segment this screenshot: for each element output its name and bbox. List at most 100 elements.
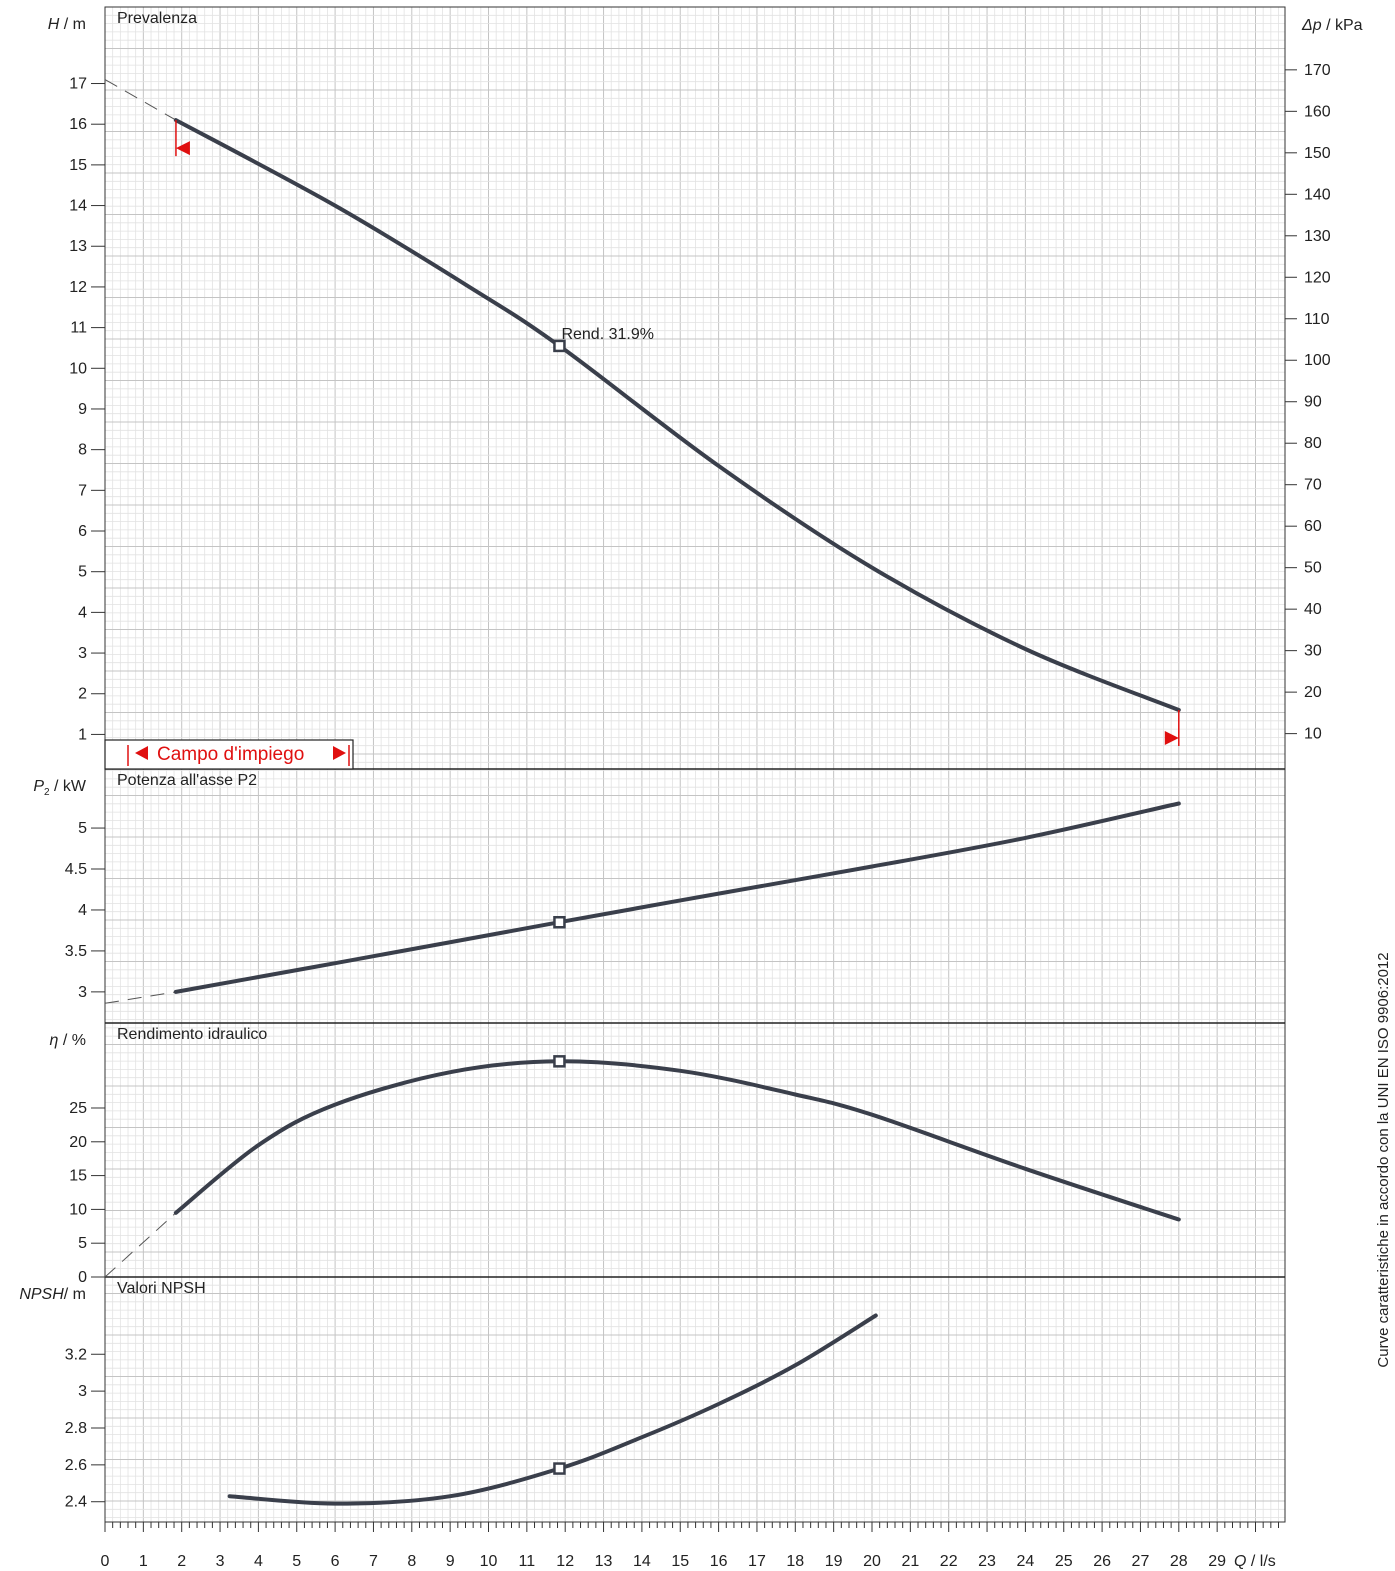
y-tick-label: 3: [78, 1383, 87, 1400]
y-tick-label: 2.6: [65, 1457, 87, 1474]
y-axis-label: NPSH/ m: [19, 1286, 86, 1303]
panel-title: Rendimento idraulico: [117, 1026, 267, 1043]
y2-tick-label: 50: [1304, 560, 1322, 577]
operating-range-label: Campo d'impiego: [157, 744, 304, 765]
y-tick-label: 7: [78, 482, 87, 499]
x-tick-label: 23: [978, 1553, 996, 1570]
range-start-arrow: [175, 141, 190, 156]
y-tick-label: 10: [69, 360, 87, 377]
x-tick-label: 26: [1093, 1553, 1111, 1570]
x-tick-label: 24: [1017, 1553, 1035, 1570]
panel-title: Valori NPSH: [117, 1280, 206, 1297]
y-tick-label: 10: [69, 1201, 87, 1218]
x-tick-label: 6: [331, 1553, 340, 1570]
y2-tick-label: 10: [1304, 726, 1322, 743]
curve-extrapolation: [105, 1212, 177, 1278]
y2-tick-label: 60: [1304, 518, 1322, 535]
y-tick-label: 15: [69, 157, 87, 174]
x-axis-label: Q / l/s: [1234, 1553, 1276, 1570]
y-tick-label: 2.4: [65, 1494, 87, 1511]
curve-line: [173, 1059, 1181, 1222]
x-tick-label: 13: [595, 1553, 613, 1570]
y-tick-label: 3.2: [65, 1346, 87, 1363]
y-axis-label: η / %: [50, 1032, 86, 1049]
x-tick-label: 1: [139, 1553, 148, 1570]
y2-tick-label: 170: [1304, 62, 1331, 79]
x-tick-label: 22: [940, 1553, 958, 1570]
y-tick-label: 0: [78, 1269, 87, 1286]
y-tick-label: 4: [78, 902, 87, 919]
y-tick-label: 25: [69, 1100, 87, 1117]
y-axis-label: H / m: [48, 16, 86, 33]
y-tick-label: 2: [78, 686, 87, 703]
y2-tick-label: 80: [1304, 435, 1322, 452]
x-tick-label: 25: [1055, 1553, 1073, 1570]
y-tick-label: 3.5: [65, 943, 87, 960]
y-tick-label: 1: [78, 726, 87, 743]
y-tick-label: 12: [69, 279, 87, 296]
y2-tick-label: 110: [1304, 311, 1330, 328]
y-tick-label: 2.8: [65, 1420, 87, 1437]
y-tick-label: 5: [78, 564, 87, 581]
x-tick-label: 11: [519, 1553, 536, 1570]
x-tick-label: 12: [556, 1553, 574, 1570]
x-tick-label: 7: [369, 1553, 378, 1570]
x-tick-label: 16: [710, 1553, 728, 1570]
x-tick-label: 2: [177, 1553, 186, 1570]
y-tick-label: 15: [69, 1168, 87, 1185]
curve-line: [173, 801, 1181, 994]
x-tick-label: 14: [633, 1553, 651, 1570]
y-tick-label: 8: [78, 442, 87, 459]
y2-tick-label: 90: [1304, 394, 1322, 411]
x-tick-label: 4: [254, 1553, 263, 1570]
x-tick-label: 19: [825, 1553, 843, 1570]
y-tick-label: 13: [69, 238, 87, 255]
labels: 0 1 2 3 4 5 6 7 8 9 10 11 12 13 14 15 16 17 18 19 20 21 22 23 24…: [19, 10, 1362, 1570]
y2-tick-label: 150: [1304, 145, 1331, 162]
x-tick-label: 0: [101, 1553, 110, 1570]
y-axis-label: P2 / kW: [33, 778, 87, 798]
y2-tick-label: 40: [1304, 601, 1322, 618]
operating-point: [553, 1055, 566, 1068]
curve-line: [227, 1313, 878, 1506]
x-tick-label: 28: [1170, 1553, 1188, 1570]
y-tick-label: 20: [69, 1134, 87, 1151]
x-tick-label: 18: [786, 1553, 804, 1570]
y2-tick-label: 140: [1304, 186, 1331, 203]
y2-axis-label: Δp / kPa: [1301, 17, 1363, 34]
y-tick-label: 11: [70, 320, 87, 337]
x-tick-label: 29: [1208, 1553, 1226, 1570]
operating-point: [553, 915, 566, 929]
curve-extrapolation: [105, 79, 177, 121]
legend-arrow-right: [333, 746, 346, 760]
panel-title: Prevalenza: [117, 10, 197, 27]
x-tick-label: 10: [480, 1553, 498, 1570]
x-tick-label: 15: [671, 1553, 689, 1570]
operating-point: [553, 339, 566, 353]
curve-extrapolation: [105, 991, 176, 1004]
legend-arrow-left: [135, 746, 148, 760]
y-tick-label: 3: [78, 984, 87, 1001]
x-tick-label: 5: [292, 1553, 301, 1570]
y2-tick-label: 20: [1304, 684, 1322, 701]
curves: [105, 79, 1181, 1506]
footer-note: Curve caratteristiche in accordo con la …: [1375, 952, 1392, 1367]
y-tick-label: 9: [78, 401, 87, 418]
operating-point: [553, 1462, 566, 1475]
y-tick-label: 4.5: [65, 861, 87, 878]
x-tick-label: 8: [407, 1553, 416, 1570]
x-tick-label: 9: [446, 1553, 455, 1570]
y2-tick-label: 30: [1304, 643, 1322, 660]
x-tick-label: 3: [216, 1553, 225, 1570]
x-tick-label: 17: [748, 1553, 766, 1570]
panel-title: Potenza all'asse P2: [117, 772, 257, 789]
efficiency-annotation: Rend. 31.9%: [561, 326, 654, 343]
x-tick-label: 20: [863, 1553, 881, 1570]
y-tick-label: 5: [78, 820, 87, 837]
x-tick-label: 27: [1132, 1553, 1150, 1570]
y2-tick-label: 130: [1304, 228, 1331, 245]
y-tick-label: 17: [69, 76, 87, 93]
y-tick-label: 6: [78, 523, 87, 540]
y-tick-label: 3: [78, 645, 87, 662]
